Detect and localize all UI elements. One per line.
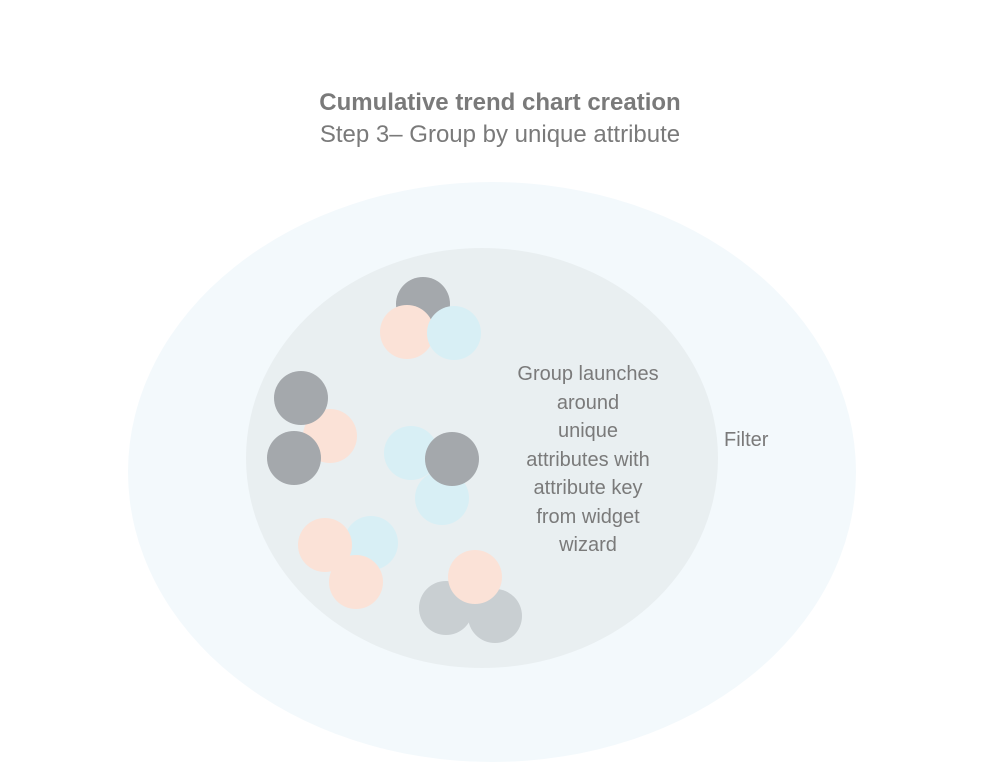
group-description-line: attribute key [533,477,643,499]
launch-dot-light-blue [384,426,438,480]
group-description: Group launches around unique attributes … [498,360,678,560]
group-description-line: unique [557,420,619,442]
launch-dot-dark-gray [274,371,328,425]
launch-dot-dark-gray [267,431,321,485]
launch-dot-peach [380,305,434,359]
filter-label: Filter [724,429,769,451]
page-title: Cumulative trend chart creation [319,89,681,116]
group-description-line: from widget [536,505,640,528]
dot-cluster-bottom-right [419,550,522,643]
launch-dot-peach [448,550,502,604]
group-description-line: around [556,391,620,414]
launch-dot-dark-gray [425,432,479,486]
dot-cluster-top [380,277,481,360]
group-description-line: attributes with [526,448,650,471]
group-description-line: wizard [559,534,617,556]
page-subtitle: Step 3– Group by unique attribute [319,121,681,148]
group-description-line: Group launches [517,363,659,385]
launch-dot-light-blue [427,306,481,360]
dot-cluster-left [267,371,357,485]
dot-cluster-bottom-left [298,516,398,609]
launch-dot-peach [329,555,383,609]
dot-cluster-middle [384,426,479,525]
launch-dot-peach [298,518,352,572]
